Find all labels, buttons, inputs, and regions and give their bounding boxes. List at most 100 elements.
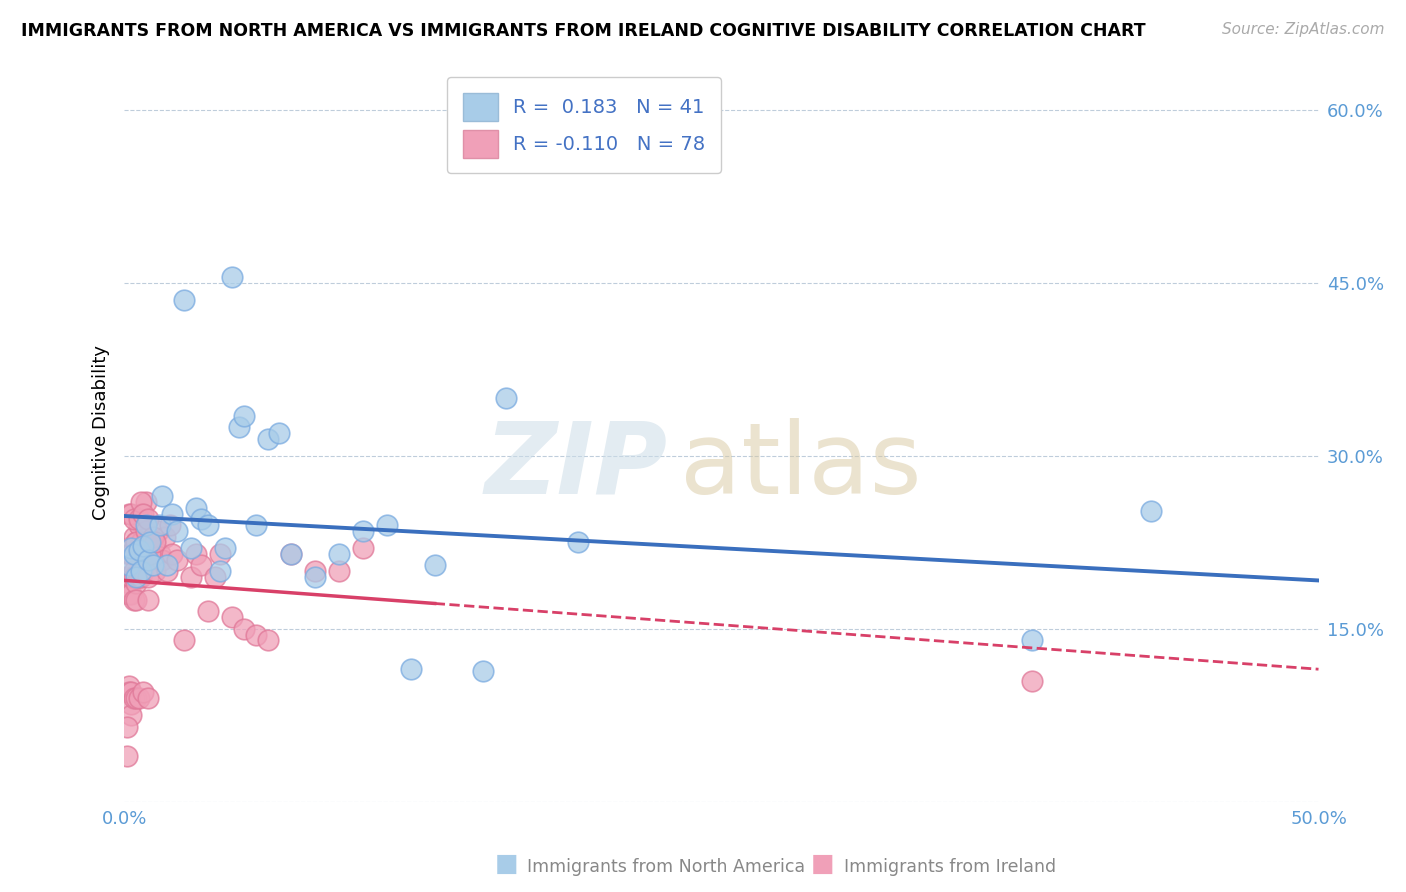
Point bbox=[118, 558, 141, 573]
Point bbox=[156, 558, 179, 573]
Point bbox=[304, 564, 326, 578]
Point bbox=[197, 518, 219, 533]
Point bbox=[129, 507, 152, 521]
Point bbox=[135, 535, 157, 549]
Text: Immigrants from Ireland: Immigrants from Ireland bbox=[844, 858, 1056, 876]
Text: ■: ■ bbox=[495, 852, 517, 876]
Point bbox=[180, 541, 202, 555]
Point bbox=[115, 541, 138, 555]
Point bbox=[128, 518, 150, 533]
Text: ZIP: ZIP bbox=[485, 417, 668, 515]
Point bbox=[120, 541, 142, 555]
Text: Immigrants from North America: Immigrants from North America bbox=[527, 858, 806, 876]
Point bbox=[471, 665, 494, 679]
Point bbox=[221, 610, 243, 624]
Point bbox=[280, 547, 302, 561]
Text: Source: ZipAtlas.com: Source: ZipAtlas.com bbox=[1222, 22, 1385, 37]
Point bbox=[136, 552, 159, 566]
Point bbox=[120, 587, 142, 601]
Point bbox=[1140, 504, 1163, 518]
Point bbox=[125, 690, 148, 705]
Point bbox=[122, 547, 145, 561]
Point bbox=[160, 547, 183, 561]
Point bbox=[190, 558, 212, 573]
Point bbox=[375, 518, 398, 533]
Point bbox=[135, 524, 157, 538]
Point bbox=[115, 570, 138, 584]
Point bbox=[120, 547, 142, 561]
Point bbox=[352, 541, 374, 555]
Point bbox=[152, 552, 174, 566]
Point bbox=[149, 518, 172, 533]
Point bbox=[128, 512, 150, 526]
Point bbox=[125, 535, 148, 549]
Point bbox=[132, 539, 155, 553]
Point bbox=[135, 495, 157, 509]
Point bbox=[122, 564, 145, 578]
Point bbox=[128, 543, 150, 558]
Point bbox=[153, 530, 176, 544]
Point bbox=[245, 627, 267, 641]
Point bbox=[120, 507, 142, 521]
Point bbox=[328, 564, 350, 578]
Point bbox=[128, 570, 150, 584]
Point bbox=[142, 535, 165, 549]
Point bbox=[136, 690, 159, 705]
Point bbox=[228, 420, 250, 434]
Point bbox=[122, 593, 145, 607]
Y-axis label: Cognitive Disability: Cognitive Disability bbox=[93, 345, 110, 520]
Point bbox=[232, 622, 254, 636]
Point bbox=[156, 564, 179, 578]
Point bbox=[232, 409, 254, 423]
Point bbox=[166, 524, 188, 538]
Point bbox=[118, 507, 141, 521]
Point bbox=[136, 512, 159, 526]
Point bbox=[190, 512, 212, 526]
Point bbox=[280, 547, 302, 561]
Point bbox=[129, 495, 152, 509]
Point bbox=[256, 633, 278, 648]
Point bbox=[204, 570, 226, 584]
Point bbox=[184, 500, 207, 515]
Point bbox=[120, 708, 142, 723]
Point bbox=[256, 432, 278, 446]
Point bbox=[159, 518, 181, 533]
Point bbox=[118, 685, 141, 699]
Point bbox=[125, 575, 148, 590]
Point bbox=[197, 604, 219, 618]
Point bbox=[118, 679, 141, 693]
Point bbox=[139, 547, 162, 561]
Point bbox=[352, 524, 374, 538]
Point bbox=[304, 570, 326, 584]
Text: atlas: atlas bbox=[679, 417, 921, 515]
Point bbox=[125, 535, 148, 549]
Point bbox=[125, 593, 148, 607]
Point bbox=[120, 570, 142, 584]
Point bbox=[125, 570, 148, 584]
Point bbox=[1021, 673, 1043, 688]
Point bbox=[120, 685, 142, 699]
Point bbox=[128, 690, 150, 705]
Point bbox=[495, 391, 517, 405]
Point bbox=[139, 535, 162, 549]
Point bbox=[423, 558, 446, 573]
Point bbox=[135, 518, 157, 533]
Point bbox=[146, 524, 169, 538]
Point bbox=[173, 293, 195, 308]
Point bbox=[139, 547, 162, 561]
Point bbox=[143, 535, 166, 549]
Point bbox=[122, 570, 145, 584]
Point bbox=[129, 535, 152, 549]
Point bbox=[129, 570, 152, 584]
Point bbox=[142, 530, 165, 544]
Point bbox=[1021, 633, 1043, 648]
Point bbox=[136, 570, 159, 584]
Text: IMMIGRANTS FROM NORTH AMERICA VS IMMIGRANTS FROM IRELAND COGNITIVE DISABILITY CO: IMMIGRANTS FROM NORTH AMERICA VS IMMIGRA… bbox=[21, 22, 1146, 40]
Point bbox=[115, 748, 138, 763]
Point bbox=[129, 564, 152, 578]
Point bbox=[132, 685, 155, 699]
Point bbox=[118, 587, 141, 601]
Point bbox=[221, 270, 243, 285]
Point bbox=[245, 518, 267, 533]
Point bbox=[149, 547, 172, 561]
